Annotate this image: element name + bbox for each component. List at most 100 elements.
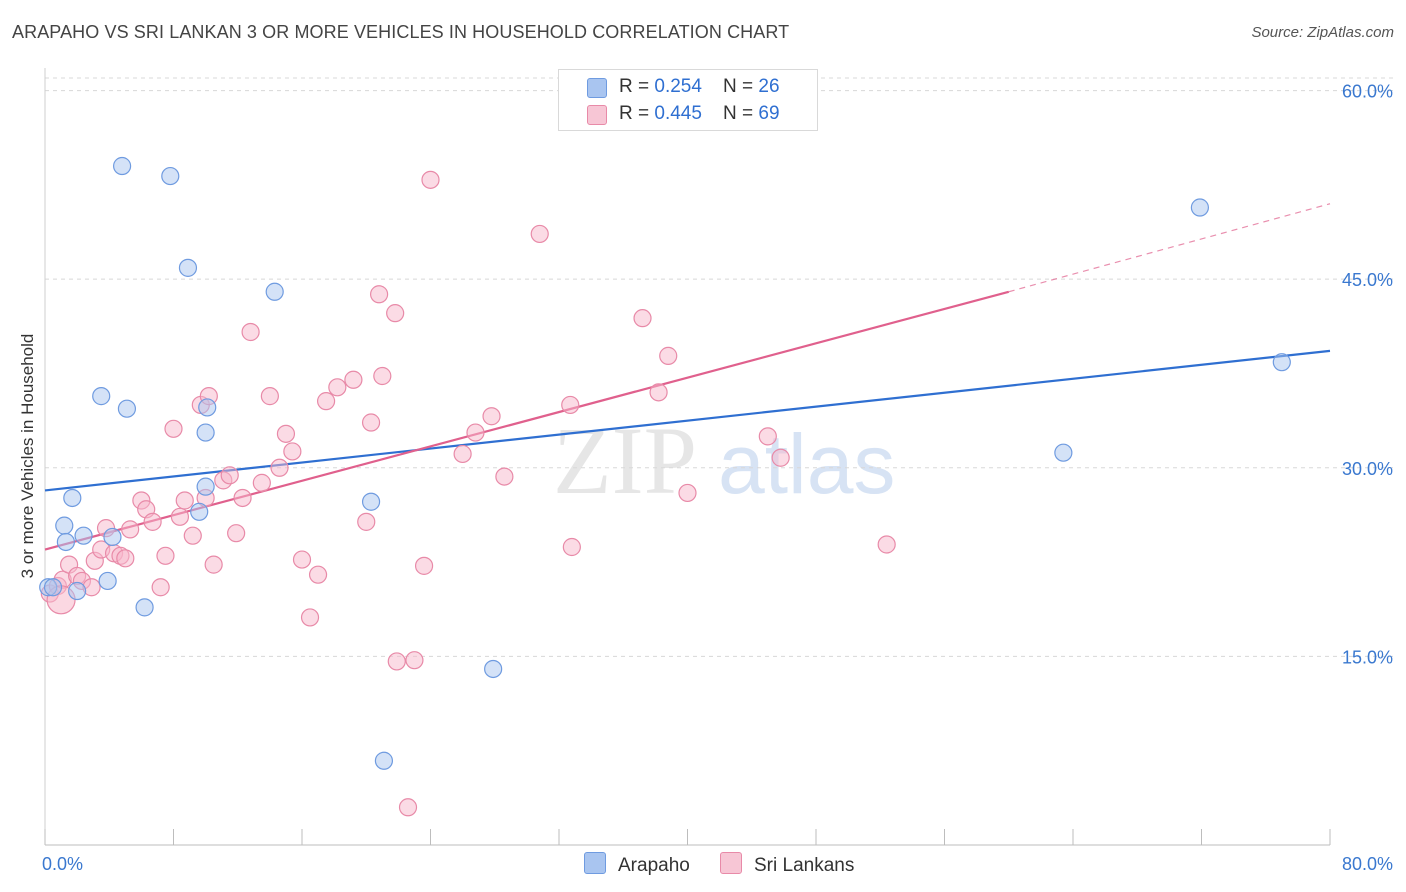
legend-swatch-arapaho <box>587 78 607 98</box>
point-srilankans <box>758 427 777 446</box>
point-arapaho <box>74 526 93 545</box>
point-srilankans <box>453 444 472 464</box>
point-arapaho <box>56 532 75 552</box>
legend-r-value: 0.254 <box>654 76 702 97</box>
legend-n-value: 69 <box>758 103 780 124</box>
point-arapaho <box>43 578 63 597</box>
axes <box>44 68 1331 846</box>
point-srilankans <box>357 512 376 531</box>
point-srilankans <box>170 507 190 526</box>
y-tick-label: 30.0% <box>1342 459 1393 479</box>
point-srilankans <box>649 383 668 402</box>
point-arapaho <box>103 527 122 547</box>
point-arapaho <box>190 502 209 521</box>
source-credit: Source: ZipAtlas.com <box>1251 24 1394 41</box>
point-srilankans <box>270 458 289 477</box>
legend-n-value: 26 <box>758 76 780 97</box>
point-srilankans <box>659 346 678 365</box>
point-srilankans <box>116 549 135 568</box>
x-tick-label-max: 80.0% <box>1342 854 1393 874</box>
point-arapaho <box>198 398 217 417</box>
point-srilankans <box>151 578 170 597</box>
tick-labels: 15.0% 30.0% 45.0% 60.0% 0.0% 80.0% <box>42 82 1393 874</box>
y-tick-label: 15.0% <box>1342 647 1393 667</box>
point-srilankans <box>292 550 312 569</box>
gridlines <box>45 77 1393 657</box>
legend-n-label: N = <box>723 103 759 124</box>
point-arapaho <box>135 598 154 617</box>
y-tick-label: 60.0% <box>1342 82 1393 102</box>
point-srilankans <box>414 556 434 575</box>
point-srilankans <box>466 423 485 442</box>
bottom-legend-label-srilankans: Sri Lankans <box>754 855 855 876</box>
bottom-legend-label-arapaho: Arapaho <box>618 855 690 876</box>
bottom-swatch-arapaho <box>584 852 606 874</box>
point-srilankans <box>308 565 328 584</box>
point-arapaho <box>484 659 503 679</box>
point-srilankans <box>252 473 271 492</box>
point-arapaho <box>178 258 198 277</box>
point-arapaho <box>374 751 394 770</box>
trendline-arapaho <box>44 349 1331 492</box>
point-arapaho <box>361 492 381 511</box>
point-srilankans <box>562 537 581 557</box>
x-tick-label-min: 0.0% <box>42 854 83 874</box>
point-srilankans <box>771 448 790 467</box>
bottom-legend-arapaho: Arapaho <box>584 852 690 877</box>
point-srilankans <box>204 555 223 574</box>
legend-n-label: N = <box>723 76 759 97</box>
point-srilankans <box>233 488 252 508</box>
point-srilankans <box>405 651 424 670</box>
point-srilankans <box>260 387 279 406</box>
legend-r-label: R = <box>619 76 655 97</box>
bottom-legend-srilankans: Sri Lankans <box>720 852 854 877</box>
point-srilankans <box>370 285 389 304</box>
point-arapaho <box>1190 198 1209 217</box>
legend-swatch-srilankans <box>587 105 607 125</box>
watermark-atlas: atlas <box>718 417 895 511</box>
y-axis-label: 3 or more Vehicles in Household <box>18 333 37 579</box>
zipatlas-watermark: ZIP atlas <box>553 407 895 514</box>
point-srilankans <box>530 224 549 244</box>
watermark-zip: ZIP <box>553 407 697 514</box>
point-srilankans <box>344 370 363 389</box>
point-srilankans <box>361 413 381 432</box>
point-srilankans <box>387 652 406 671</box>
point-srilankans <box>877 535 896 554</box>
point-arapaho <box>1272 353 1291 372</box>
point-arapaho <box>63 488 82 508</box>
legend-r-value: 0.445 <box>654 103 702 124</box>
point-srilankans <box>156 546 175 565</box>
point-srilankans <box>398 798 418 817</box>
point-srilankans <box>143 512 162 531</box>
point-srilankans <box>316 392 336 411</box>
point-srilankans <box>220 466 239 485</box>
correlation-legend: R = 0.254 N = 26 R = 0.445 N = 69 <box>558 69 818 131</box>
point-srilankans <box>386 304 405 323</box>
point-arapaho <box>1054 443 1073 462</box>
point-arapaho <box>161 166 180 186</box>
point-arapaho <box>265 282 284 301</box>
legend-text-arapaho: R = 0.254 N = 26 <box>619 76 780 98</box>
point-arapaho <box>196 423 215 442</box>
point-arapaho <box>117 399 137 418</box>
chart-title: ARAPAHO VS SRI LANKAN 3 OR MORE VEHICLES… <box>12 22 790 42</box>
point-srilankans <box>183 526 202 545</box>
legend-r-label: R = <box>619 103 655 124</box>
point-arapaho <box>112 156 132 176</box>
point-srilankans <box>300 608 320 627</box>
point-srilankans <box>678 483 697 503</box>
bottom-swatch-srilankans <box>720 852 742 874</box>
point-srilankans <box>421 170 440 189</box>
point-srilankans <box>561 395 580 415</box>
point-arapaho <box>92 387 111 406</box>
legend-text-srilankans: R = 0.445 N = 69 <box>619 103 780 125</box>
point-srilankans <box>175 491 194 510</box>
point-arapaho <box>68 581 87 601</box>
point-srilankans <box>373 366 392 386</box>
point-arapaho <box>196 477 215 496</box>
trendline-extension-srilankans <box>1008 203 1331 293</box>
point-arapaho <box>98 571 117 591</box>
point-srilankans <box>328 378 347 397</box>
